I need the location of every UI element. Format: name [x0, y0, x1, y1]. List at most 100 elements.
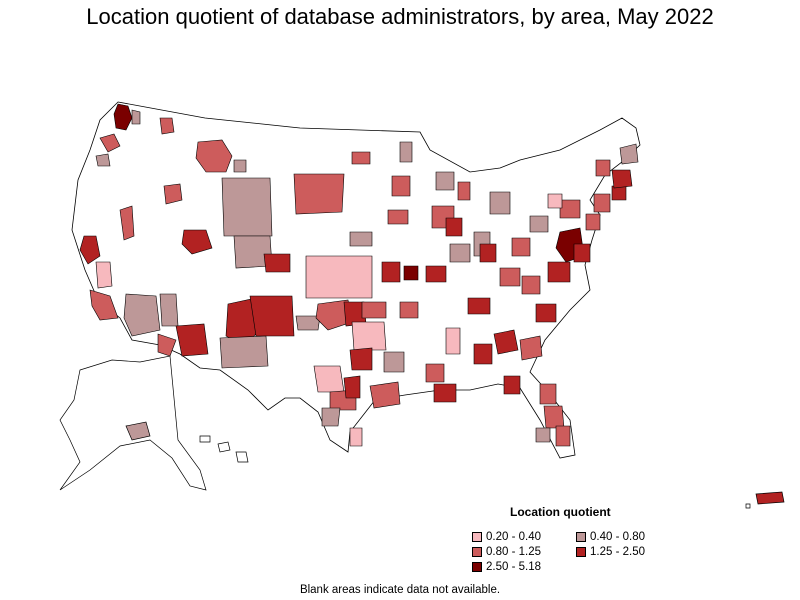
puerto-rico [745, 491, 785, 509]
area-mo-2 [403, 265, 419, 281]
area-nd-1 [351, 151, 371, 165]
area-houston [369, 381, 401, 409]
map-title: Location quotient of database administra… [86, 4, 714, 29]
legend-item-5: 2.50 - 5.18 [472, 561, 541, 573]
area-ny-1 [593, 193, 611, 213]
area-east-1 [529, 215, 549, 233]
legend-label-4: 1.25 - 2.50 [590, 546, 645, 558]
legend-swatch-5 [472, 562, 482, 572]
legend-swatch-4 [576, 547, 586, 557]
area-nv-1 [119, 205, 135, 241]
area-pr [755, 491, 785, 505]
area-portland [99, 133, 121, 153]
area-al-1 [493, 329, 519, 355]
area-nj-1 [585, 213, 601, 231]
area-nm-3 [219, 335, 269, 369]
area-sf [79, 235, 101, 265]
area-mn-1 [391, 175, 411, 197]
pr-island-1 [745, 503, 751, 509]
area-ks [305, 255, 373, 299]
area-ca-2 [89, 289, 119, 321]
hawaii [199, 435, 249, 463]
legend-item-1: 0.20 - 0.40 [472, 531, 541, 543]
area-ga-1 [519, 335, 543, 361]
area-tn-1 [467, 297, 491, 315]
area-tx-5 [349, 427, 363, 447]
area-ne-1 [349, 231, 373, 247]
legend-item-2: 0.40 - 0.80 [576, 531, 645, 543]
area-ms-1 [473, 343, 493, 365]
area-denver [181, 229, 213, 255]
legend-swatch-2 [576, 532, 586, 542]
alaska [59, 355, 207, 491]
area-anchorage [125, 421, 151, 441]
area-mt-1 [195, 139, 233, 173]
legend-label-5: 2.50 - 5.18 [486, 561, 541, 573]
area-ny-2 [547, 193, 563, 209]
area-la-1 [425, 363, 445, 383]
area-tx-1 [349, 347, 373, 371]
hawaii-island-2 [217, 441, 231, 453]
area-wi-2 [457, 181, 471, 201]
area-ms-2 [445, 327, 461, 355]
area-tx-6 [321, 407, 341, 427]
area-ca-1 [95, 261, 113, 289]
area-tx-2 [313, 365, 345, 393]
area-ok-1 [315, 299, 353, 331]
legend-swatch-3 [472, 547, 482, 557]
area-wy [221, 177, 273, 237]
area-east-2 [521, 275, 541, 295]
area-ok-3 [361, 301, 387, 319]
area-nm-2 [249, 295, 295, 337]
footnote: Blank areas indicate data not available. [299, 584, 501, 596]
area-fl-1 [539, 383, 557, 405]
area-mt-2 [233, 159, 247, 173]
area-mo-3 [425, 265, 447, 283]
area-nc-1 [535, 303, 557, 323]
area-polygons [79, 103, 639, 447]
legend-title: Location quotient [510, 505, 611, 519]
area-tx-panhandle [295, 315, 321, 331]
alaska-outline [59, 355, 207, 491]
area-id-1 [163, 183, 183, 205]
hawaii-island-1 [199, 435, 211, 443]
area-phoenix [175, 323, 209, 357]
legend-label-1: 0.20 - 0.40 [486, 531, 541, 543]
area-sd [293, 173, 345, 215]
area-co-2 [263, 253, 291, 273]
area-az-1 [159, 293, 179, 327]
area-ne-east [619, 143, 639, 165]
area-ar-1 [399, 301, 419, 319]
area-tx-4 [383, 351, 405, 373]
area-mn-2 [399, 141, 413, 163]
area-vt-1 [595, 159, 611, 177]
area-va-1 [547, 261, 571, 283]
area-or-1 [95, 153, 111, 167]
area-pa-1 [559, 199, 581, 219]
legend-item-3: 0.80 - 1.25 [472, 546, 541, 558]
area-wa-1 [131, 109, 141, 125]
area-md-1 [573, 243, 591, 263]
area-mw-1 [449, 243, 471, 263]
area-ky-1 [479, 243, 497, 263]
legend-swatch-1 [472, 532, 482, 542]
area-seattle [113, 103, 133, 131]
area-austin [343, 375, 361, 399]
legend-label-3: 0.80 - 1.25 [486, 546, 541, 558]
area-dallas [351, 321, 387, 351]
legend-label-2: 0.40 - 0.80 [590, 531, 645, 543]
area-boston [611, 169, 633, 189]
area-il-2 [445, 217, 463, 237]
area-ia-1 [387, 209, 409, 225]
area-la-2 [433, 383, 457, 403]
area-mo-1 [381, 261, 401, 283]
area-mw-2 [499, 267, 521, 287]
hawaii-island-3 [235, 451, 249, 463]
area-fl-3 [555, 425, 571, 447]
area-fl-2 [543, 405, 565, 429]
area-mi-1 [489, 191, 511, 215]
area-wi-1 [435, 171, 455, 191]
area-fl-4 [535, 427, 551, 443]
legend-item-4: 1.25 - 2.50 [576, 546, 645, 558]
